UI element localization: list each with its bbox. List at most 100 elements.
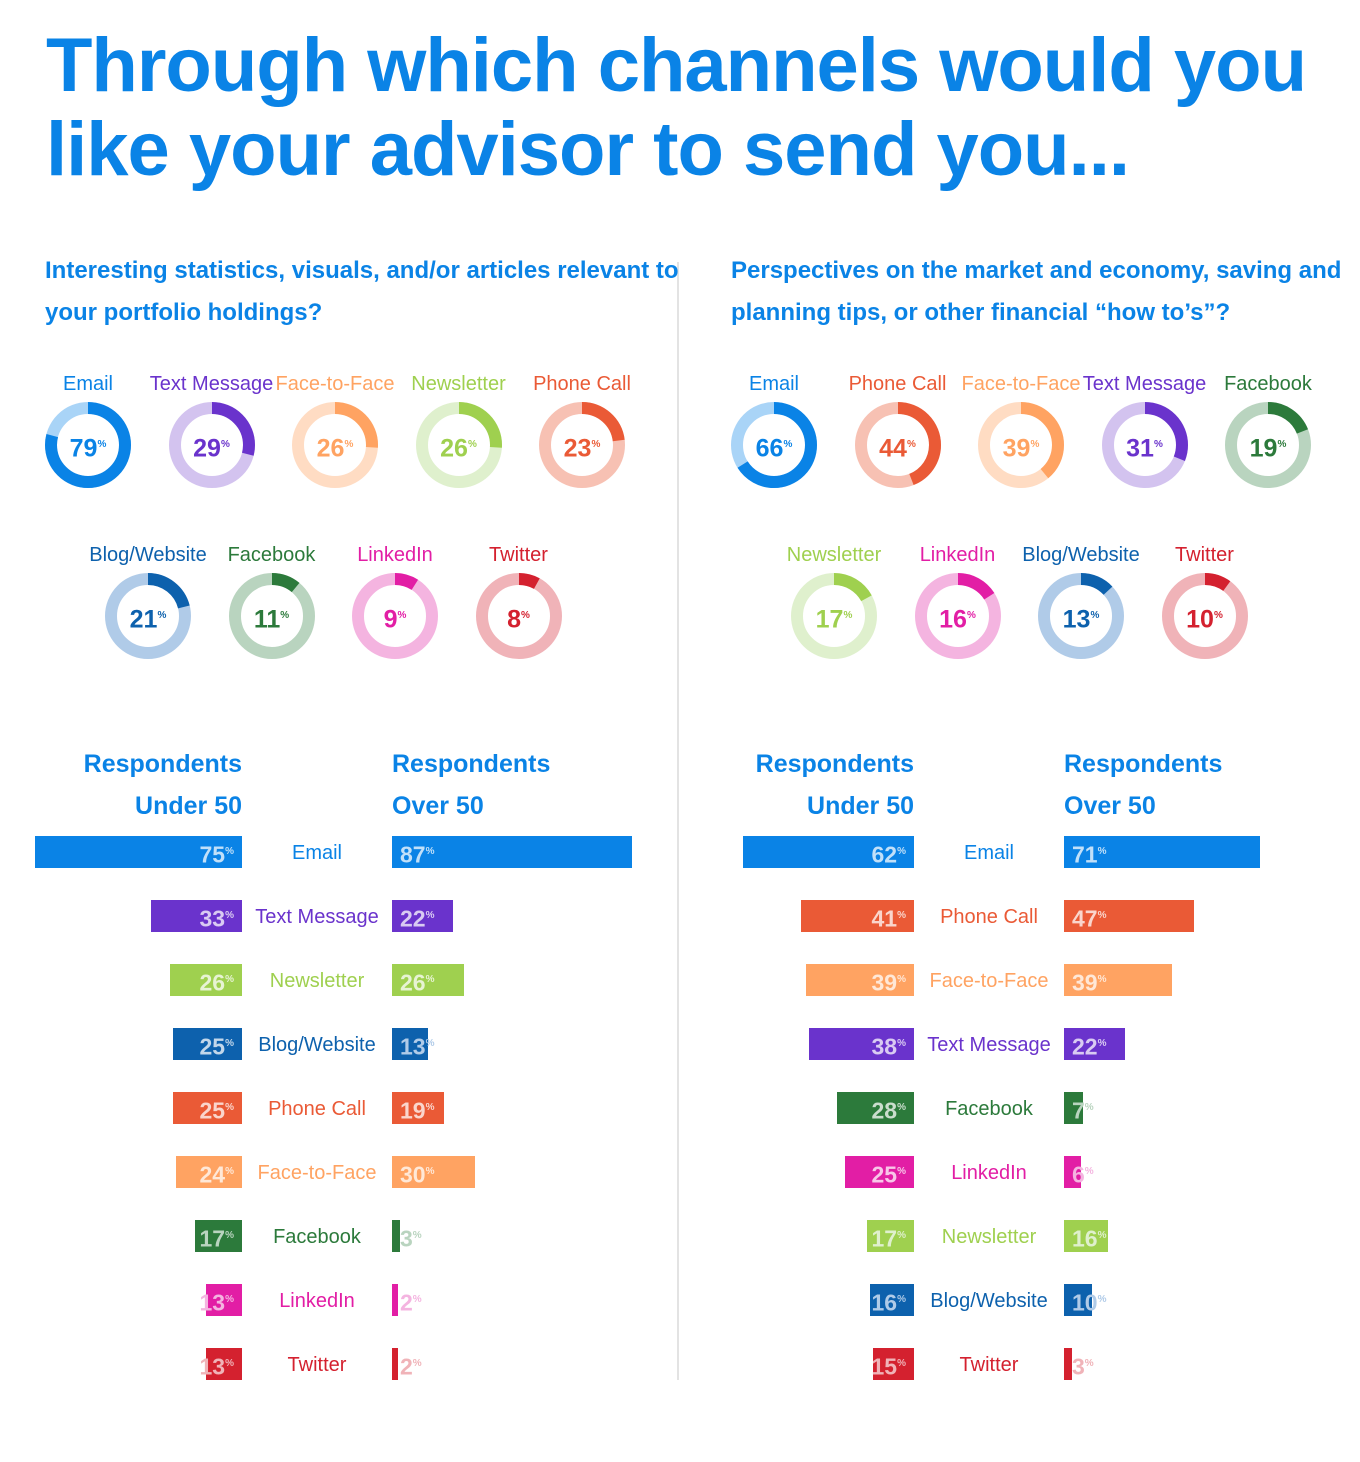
bar-value-over-50: 71% <box>1072 841 1107 868</box>
bar-value-under-50: 13% <box>199 1289 235 1316</box>
bar-row-blog-website: 16% Blog/Website 10% <box>731 1284 1360 1318</box>
heading-under-50-line2: Under 50 <box>135 792 242 820</box>
bar-value-over-50: 47% <box>1072 905 1107 932</box>
bar-under-50-facebook <box>195 1220 242 1252</box>
donut-phone-call: Phone Call 23% <box>512 372 652 502</box>
bar-over-50-email <box>1064 836 1260 868</box>
donut-ring <box>539 402 625 488</box>
bar-value-under-50: 16% <box>871 1289 907 1316</box>
heading-under-50-line1: Respondents <box>755 750 914 778</box>
donut-facebook: Facebook 11% <box>202 543 342 673</box>
bar-row-face-to-face: 24% Face-to-Face 30% <box>45 1156 705 1190</box>
bar-over-50-newsletter <box>1064 1220 1109 1252</box>
bar-value-under-50: 28% <box>871 1097 907 1124</box>
donut-label: Facebook <box>227 544 316 566</box>
bar-value-under-50: 33% <box>199 905 235 932</box>
donut-ring <box>45 402 131 488</box>
bar-row-text-message: 38% Text Message 22% <box>731 1028 1360 1062</box>
bar-value-under-50: 25% <box>871 1161 907 1188</box>
bar-value-over-50: 2% <box>400 1289 422 1316</box>
heading-over-50: Respondents Over 50 <box>1064 743 1284 827</box>
donut-label: Text Message <box>1082 373 1207 395</box>
donut-ring <box>791 573 877 659</box>
bar-value-under-50: 26% <box>199 969 235 996</box>
bar-value-over-50: 16% <box>1072 1225 1107 1252</box>
bar-row-facebook: 17% Facebook 3% <box>45 1220 705 1254</box>
donut-value: 8% <box>507 605 530 634</box>
donut-label: Facebook <box>1224 373 1312 395</box>
donut-linkedin: LinkedIn 16% <box>888 543 1028 673</box>
donut-ring <box>475 573 562 659</box>
bar-category-label: LinkedIn <box>279 1290 355 1312</box>
bar-over-50-phone-call <box>392 1092 445 1124</box>
donut-ring <box>415 402 502 488</box>
bar-value-under-50: 41% <box>871 905 907 932</box>
donut-slice-phone-call <box>539 402 625 488</box>
donut-label: Face-to-Face <box>275 373 395 395</box>
donut-slice-facebook <box>1225 402 1311 488</box>
donut-label: Blog/Website <box>89 544 207 566</box>
bar-under-50-linkedin <box>206 1284 242 1316</box>
bar-under-50-newsletter <box>170 964 242 996</box>
donut-slice-blog-website <box>105 573 191 659</box>
bar-category-label: Twitter <box>287 1354 347 1376</box>
bar-category-label: LinkedIn <box>951 1162 1027 1184</box>
bar-row-newsletter: 17% Newsletter 16% <box>731 1220 1360 1254</box>
bar-row-linkedin: 13% LinkedIn 2% <box>45 1284 705 1318</box>
bar-value-over-50: 19% <box>400 1097 435 1124</box>
bar-row-phone-call: 41% Phone Call 47% <box>731 900 1360 934</box>
bar-value-under-50: 24% <box>199 1161 235 1188</box>
bar-under-50-linkedin <box>845 1156 914 1188</box>
bar-under-50-phone-call <box>173 1092 242 1124</box>
bar-over-50-text-message <box>392 900 453 932</box>
donut-ring <box>1101 402 1188 488</box>
donut-slice-text-message <box>1101 402 1188 488</box>
bar-row-blog-website: 25% Blog/Website 13% <box>45 1028 705 1062</box>
donut-slice-newsletter <box>415 402 502 488</box>
bar-category-label: Email <box>963 842 1014 864</box>
bar-row-facebook: 28% Facebook 7% <box>731 1092 1360 1126</box>
bar-under-50-email <box>35 836 242 868</box>
donut-slice-phone-call <box>854 402 941 488</box>
donut-newsletter: Newsletter 17% <box>764 543 904 673</box>
donut-ring <box>731 402 817 488</box>
donut-ring <box>292 402 378 488</box>
donut-value: 17% <box>815 605 853 634</box>
donut-value: 21% <box>129 605 167 634</box>
donut-slice-face-to-face <box>978 402 1064 488</box>
donut-label: Phone Call <box>848 373 947 395</box>
donut-blog-website: Blog/Website 21% <box>78 543 218 673</box>
donut-ring <box>1225 402 1311 488</box>
donut-label: Twitter <box>489 544 548 566</box>
bar-category-label: Newsletter <box>269 970 365 992</box>
donut-ring <box>168 402 255 488</box>
donut-face-to-face: Face-to-Face 39% <box>951 372 1091 502</box>
heading-under-50: Respondents Under 50 <box>45 743 242 827</box>
bar-row-newsletter: 26% Newsletter 26% <box>45 964 705 998</box>
donut-twitter: Twitter 10% <box>1135 543 1275 673</box>
bar-under-50-twitter <box>206 1348 242 1380</box>
donut-slice-facebook <box>228 573 315 659</box>
donut-linkedin: LinkedIn 9% <box>325 543 465 673</box>
donut-ring <box>914 573 1001 659</box>
donut-label: Email <box>748 373 799 395</box>
bar-value-over-50: 2% <box>400 1353 422 1380</box>
bar-under-50-twitter <box>872 1348 914 1380</box>
donut-facebook: Facebook 19% <box>1198 372 1338 502</box>
donut-twitter: Twitter 8% <box>449 543 589 673</box>
bar-over-50-email <box>392 836 633 868</box>
bar-category-label: Text Message <box>927 1034 1051 1056</box>
bar-category-label: Phone Call <box>268 1098 366 1120</box>
donut-label: LinkedIn <box>919 544 996 566</box>
bar-under-50-email <box>742 836 914 868</box>
bar-row-twitter: 13% Twitter 2% <box>45 1348 705 1382</box>
heading-over-50-line1: Respondents <box>1064 750 1223 778</box>
donut-slice-linkedin <box>352 573 438 659</box>
bar-category-label: Newsletter <box>941 1226 1037 1248</box>
bar-over-50-newsletter <box>392 964 464 996</box>
donut-value: 79% <box>69 434 107 463</box>
page-title: Through which channels would you like yo… <box>46 23 1307 192</box>
bar-under-50-text-message <box>809 1028 914 1060</box>
donut-label: Text Message <box>149 373 274 395</box>
bar-category-label: Phone Call <box>940 906 1038 928</box>
